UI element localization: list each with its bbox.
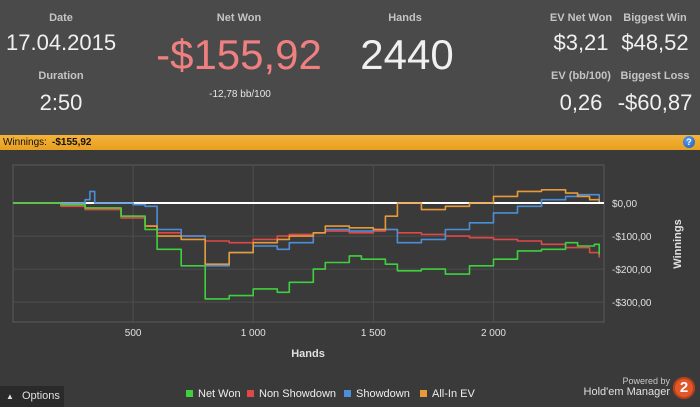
winnings-chart: 500 1 000 1 500 2 000 $0,00 -$100,00 -$200,00 -… [12,164,684,360]
biggest-loss-label: Biggest Loss [620,70,690,82]
y-tick-label: -$200,00 [612,265,652,276]
legend-label-all-in-ev: All-In EV [432,388,475,400]
help-icon[interactable]: ? [683,136,695,148]
hands-label: Hands [388,12,422,24]
holdem-manager-logo-icon: 2 [673,377,695,399]
winnings-bar: Winnings: -$155,92 ? [0,135,700,150]
net-won-label: Net Won [216,12,262,24]
biggest-win-value: $48,52 [621,30,689,55]
x-tick-label: 1 500 [361,328,386,339]
x-axis-label: Hands [291,348,325,360]
winnings-label: Winnings: [3,137,47,148]
powered-by: Powered by Hold'em Manager [584,376,670,398]
legend-showdown[interactable]: Showdown [344,388,410,400]
y-tick-label: -$100,00 [612,232,652,243]
biggest-win-label: Biggest Win [623,12,687,24]
y-axis-label: Winnings [672,219,684,268]
net-won-bb100: -12,78 bb/100 [209,89,271,100]
legend-label-non-showdown: Non Showdown [259,388,337,400]
legend-label-showdown: Showdown [356,388,410,400]
options-button[interactable]: ▲ Options [0,386,64,407]
options-label: Options [22,390,60,402]
legend-swatch-non-showdown [247,389,254,397]
hands-value: 2440 [360,31,454,78]
series-line-net-won [13,202,600,300]
y-tick-label: -$300,00 [612,298,652,309]
legend-swatch-showdown [344,389,351,397]
duration-value: 2:50 [39,90,83,115]
legend-all-in-ev[interactable]: All-In EV [420,388,475,400]
ev-bb100-label: EV (bb/100) [551,70,611,82]
date-value: 17.04.2015 [6,30,117,55]
stats-panel: Date 17.04.2015 Duration 2:50 Net Won -$… [0,0,700,135]
ev-bb100-value: 0,26 [559,90,603,115]
date-label: Date [49,12,73,24]
y-tick-label: $0,00 [612,199,637,210]
powered-by-text: Powered by [622,376,670,386]
legend-non-showdown[interactable]: Non Showdown [247,388,336,400]
ev-net-won-label: EV Net Won [549,12,613,24]
net-won-value: -$155,92 [156,31,322,78]
legend-swatch-all-in-ev [420,389,427,397]
ev-net-won-value: $3,21 [553,30,609,55]
x-tick-label: 500 [125,328,142,339]
series-line-all-in-ev [13,189,600,265]
legend-swatch-net-won [186,389,193,397]
x-tick-label: 1 000 [241,328,266,339]
winnings-value: -$155,92 [52,137,92,148]
x-tick-label: 2 000 [481,328,506,339]
legend-label-net-won: Net Won [198,388,241,400]
legend-net-won[interactable]: Net Won [186,388,241,400]
duration-label: Duration [38,70,84,82]
brand-name: Hold'em Manager [583,386,670,398]
expand-arrow-icon: ▲ [6,392,14,401]
biggest-loss-value: -$60,87 [617,90,693,115]
